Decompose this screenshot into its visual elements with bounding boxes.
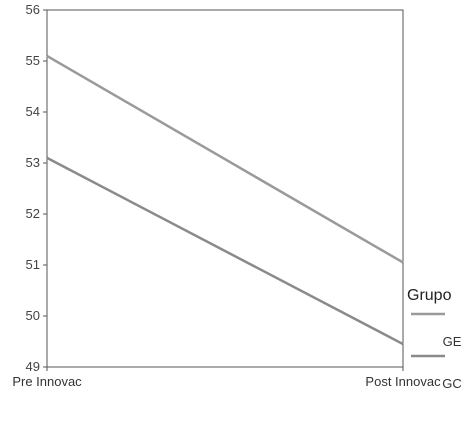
series-line-gc bbox=[46, 156, 404, 346]
x-tick-label: Pre Innovac bbox=[12, 374, 82, 389]
legend: Grupo GE GC bbox=[407, 287, 462, 391]
y-tick-label: 55 bbox=[26, 53, 40, 68]
y-tick-label: 54 bbox=[26, 104, 40, 119]
y-tick-label: 53 bbox=[26, 155, 40, 170]
x-axis: Pre Innovac Post Innovac bbox=[12, 367, 441, 389]
plot-area-frame bbox=[46, 9, 404, 368]
y-tick-label: 52 bbox=[26, 206, 40, 221]
y-tick-label: 51 bbox=[26, 257, 40, 272]
legend-label-ge: GE bbox=[443, 334, 462, 349]
x-tick-label: Post Innovac bbox=[365, 374, 441, 389]
y-tick-label: 50 bbox=[26, 308, 40, 323]
series-lines bbox=[46, 54, 404, 346]
legend-title: Grupo bbox=[407, 287, 452, 304]
y-tick-label: 56 bbox=[26, 2, 40, 17]
y-axis: 49 50 51 52 53 54 55 56 bbox=[26, 2, 47, 374]
series-line-ge bbox=[46, 54, 404, 264]
y-tick-label: 49 bbox=[26, 359, 40, 374]
legend-label-gc: GC bbox=[442, 376, 462, 391]
